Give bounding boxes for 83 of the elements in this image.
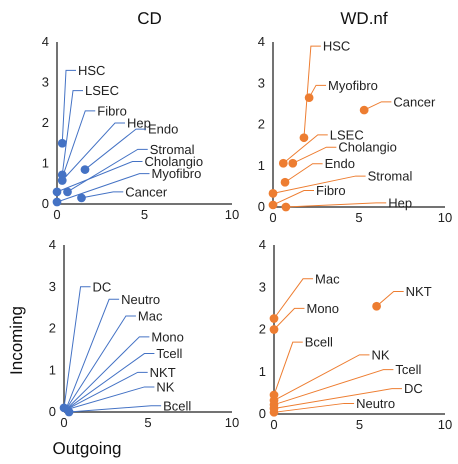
annotation: NK: [371, 347, 390, 362]
annotation: LSEC: [330, 127, 364, 142]
annotation: Mono: [306, 300, 340, 316]
annotation: Stromal: [368, 168, 412, 184]
annotation: Fibro: [316, 183, 346, 198]
y-tick-label: 1: [258, 158, 265, 173]
y-tick-label: 4: [258, 237, 266, 252]
y-tick-label: 3: [258, 279, 266, 294]
annotation: HSC: [322, 38, 350, 54]
x-tick-label: 5: [355, 210, 363, 226]
annotation: Hep: [127, 116, 151, 131]
x-tick-label: 0: [60, 415, 68, 430]
y-tick-label: 4: [42, 34, 49, 50]
y-tick-label: 0: [42, 196, 49, 212]
y-tick-label: 4: [48, 237, 56, 252]
annotation: NK: [156, 380, 175, 394]
annotation: Mac: [315, 271, 340, 286]
x-tick-label: 5: [144, 415, 152, 430]
annotation: Neutro: [121, 292, 160, 307]
annotation: Bcell: [163, 398, 192, 414]
annotation: Myofibro: [328, 78, 378, 93]
point: [270, 314, 278, 323]
point: [63, 187, 72, 196]
annotation: Cancer: [393, 94, 436, 110]
annotation: NKT: [150, 364, 176, 380]
y-axis-title: Incoming: [7, 306, 26, 375]
point: [58, 138, 67, 148]
point: [77, 194, 86, 202]
y-tick-label: 2: [258, 116, 265, 132]
x-tick-label: 10: [438, 210, 452, 226]
point: [52, 198, 62, 206]
chart-title: WD.nf: [340, 9, 388, 28]
point: [282, 202, 290, 212]
annotation: Cholangio: [144, 154, 204, 170]
annotation: Endo: [324, 156, 355, 172]
annotation: Tcell: [395, 362, 422, 378]
y-tick-label: 2: [258, 322, 266, 337]
point: [268, 200, 278, 210]
y-tick-label: 3: [48, 278, 56, 294]
x-tick-label: 10: [224, 207, 240, 222]
point: [288, 158, 298, 168]
annotation: DC: [92, 279, 112, 294]
point: [360, 106, 369, 114]
annotation: Mac: [138, 308, 163, 324]
y-tick-label: 2: [48, 320, 56, 336]
annotation: Cholangio: [338, 140, 397, 155]
y-tick-label: 1: [42, 156, 49, 171]
x-axis-title: Outgoing: [52, 439, 122, 458]
y-tick-label: 2: [42, 115, 49, 130]
y-tick-label: 1: [258, 364, 266, 379]
annotation: Mono: [151, 329, 184, 344]
chart-title: CD: [137, 9, 162, 28]
y-tick-label: 3: [42, 74, 49, 90]
annotation: Stromal: [150, 142, 195, 157]
annotation: Hep: [388, 195, 412, 210]
point: [52, 187, 62, 196]
annotation: Bcell: [304, 334, 334, 350]
x-tick-label: 0: [270, 417, 278, 432]
annotation: HSC: [78, 62, 106, 78]
y-tick-label: 4: [258, 34, 265, 50]
x-tick-label: 5: [140, 207, 148, 222]
point: [280, 178, 290, 187]
point: [270, 325, 278, 334]
y-tick-label: 3: [258, 75, 265, 90]
annotation: Neutro: [356, 396, 396, 411]
x-tick-label: 0: [269, 210, 277, 226]
x-tick-label: 10: [224, 415, 240, 430]
point: [80, 165, 90, 174]
annotation: Tcell: [156, 346, 183, 362]
x-tick-label: 5: [356, 417, 364, 432]
annotation: Fibro: [97, 103, 127, 118]
annotation: NKT: [406, 284, 432, 300]
point: [268, 189, 278, 198]
y-tick-label: 0: [48, 404, 56, 420]
point: [278, 158, 288, 168]
annotation: Cancer: [125, 184, 168, 200]
point: [304, 93, 314, 102]
point: [300, 133, 308, 142]
x-tick-label: 10: [438, 417, 452, 432]
annotation: LSEC: [85, 83, 119, 98]
y-tick-label: 1: [48, 362, 56, 378]
annotation: DC: [404, 381, 423, 396]
point: [372, 302, 381, 311]
